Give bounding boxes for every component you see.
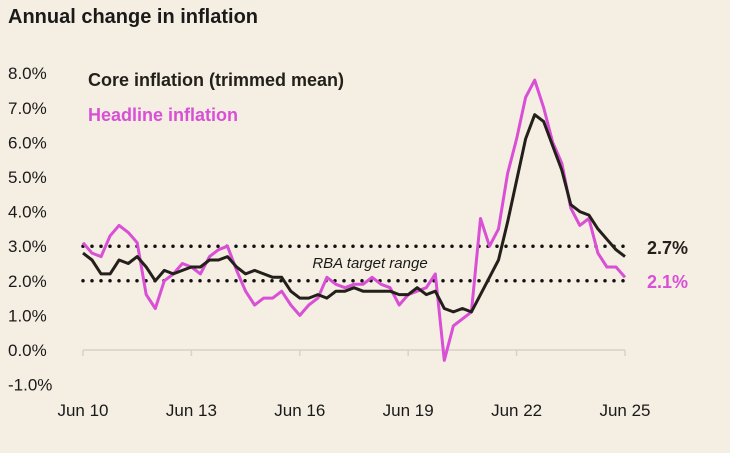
end-label-headline: 2.1% — [647, 272, 688, 292]
y-tick-label: 5.0% — [8, 168, 47, 187]
legend-headline: Headline inflation — [88, 105, 238, 125]
x-axis: Jun 10 Jun 13 Jun 16 Jun 19 Jun 22 Jun 25 — [57, 349, 651, 420]
y-tick-label: 6.0% — [8, 133, 47, 152]
x-tick-label: Jun 19 — [383, 401, 434, 420]
x-tick-label: Jun 10 — [57, 401, 108, 420]
target-range-label: RBA target range — [312, 255, 427, 272]
y-tick-label: 8.0% — [8, 64, 47, 83]
end-label-core: 2.7% — [647, 238, 688, 258]
y-tick-label: 4.0% — [8, 203, 47, 222]
series-lines — [81, 78, 627, 362]
y-tick-label: 0.0% — [8, 341, 47, 360]
legend-core: Core inflation (trimmed mean) — [88, 70, 344, 90]
target-range: RBA target range — [81, 244, 627, 283]
x-tick-label: Jun 25 — [599, 401, 650, 420]
x-tick-label: Jun 22 — [491, 401, 542, 420]
x-tick-label: Jun 13 — [166, 401, 217, 420]
y-tick-label: 3.0% — [8, 237, 47, 256]
chart-title: Annual change in inflation — [8, 6, 258, 28]
y-tick-label: 1.0% — [8, 306, 47, 325]
y-tick-label: -1.0% — [8, 376, 52, 395]
y-tick-label: 2.0% — [8, 272, 47, 291]
core-inflation-line — [82, 113, 626, 314]
y-tick-label: 7.0% — [8, 99, 47, 118]
y-axis: -1.0% 0.0% 1.0% 2.0% 3.0% 4.0% 5.0% 6.0% 7.0% 8.0… — [8, 64, 52, 394]
x-tick-label: Jun 16 — [274, 401, 325, 420]
